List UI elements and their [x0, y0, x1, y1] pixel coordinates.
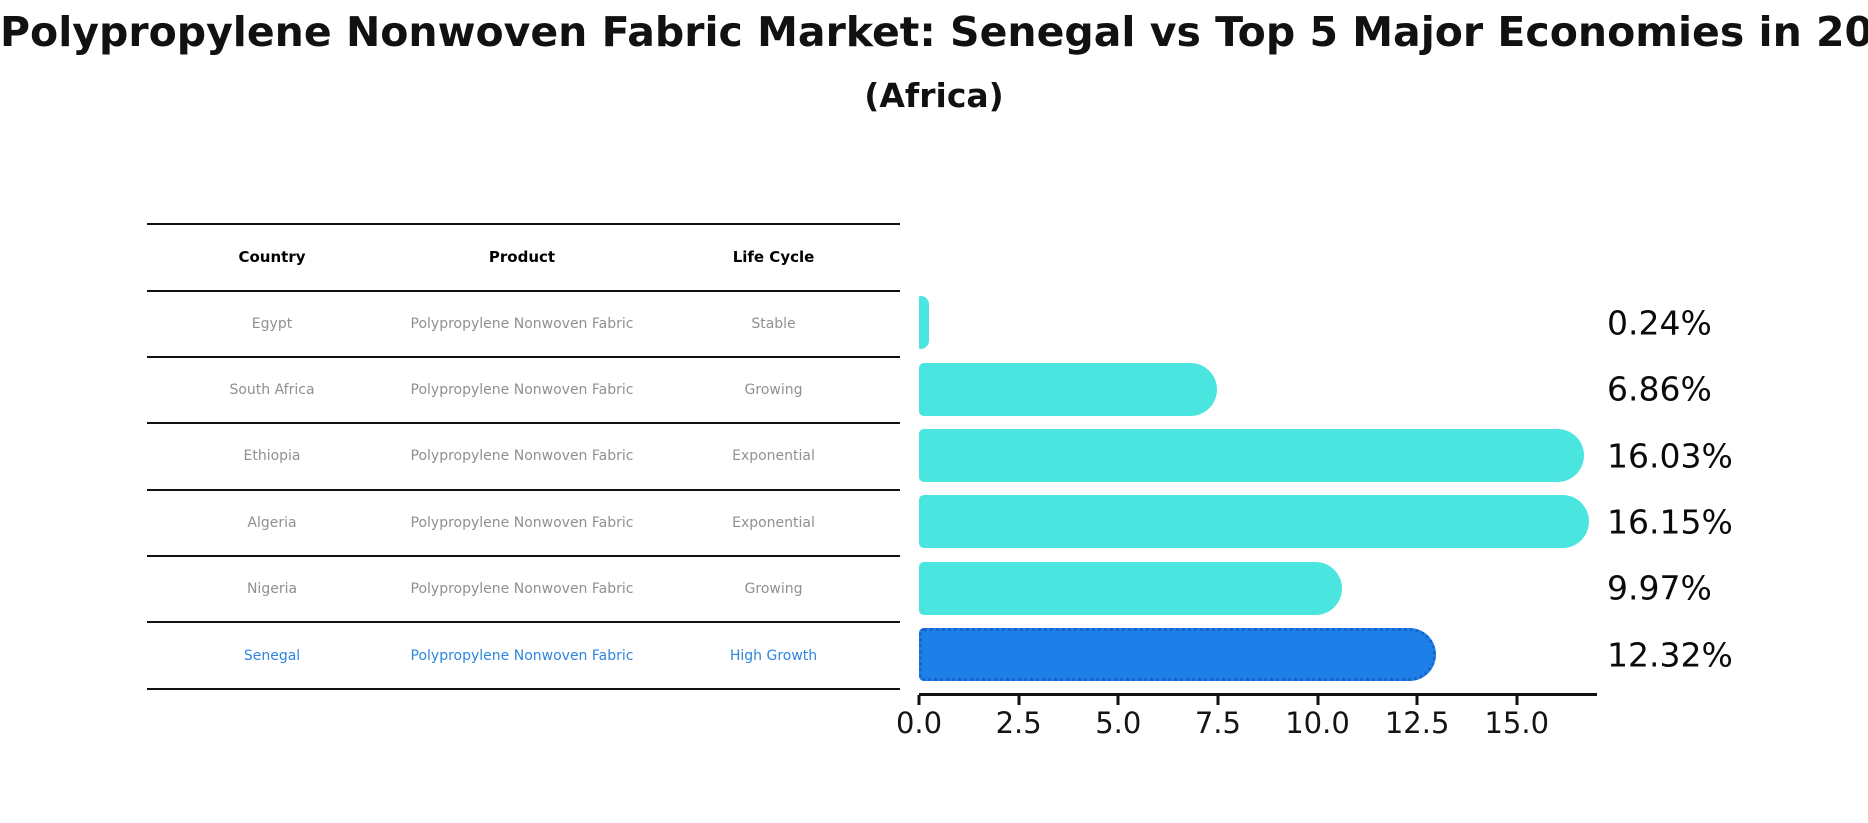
- x-tick-label: 0.0: [895, 706, 943, 740]
- table-row: Nigeria Polypropylene Nonwoven Fabric Gr…: [147, 557, 900, 624]
- x-axis-tick: [917, 695, 921, 705]
- country-cell: South Africa: [229, 382, 315, 399]
- lifecycle-cell: High Growth: [729, 647, 818, 664]
- bar-nigeria: [919, 561, 1342, 615]
- bar-senegal: [919, 628, 1436, 682]
- value-label: 6.86%: [1607, 369, 1712, 409]
- x-tick-label: 5.0: [1095, 706, 1142, 740]
- value-label: 0.24%: [1607, 303, 1712, 343]
- lifecycle-cell: Exponential: [732, 514, 815, 531]
- x-axis-tick: [1316, 695, 1319, 705]
- value-label: 12.32%: [1607, 635, 1733, 675]
- country-cell: Ethiopia: [243, 448, 301, 465]
- page-title: Polypropylene Nonwoven Fabric Market: Se…: [0, 8, 1868, 56]
- table-header-lifecycle: Life Cycle: [732, 248, 815, 267]
- x-axis-tick: [1515, 695, 1519, 705]
- table-row: Algeria Polypropylene Nonwoven Fabric Ex…: [147, 491, 900, 558]
- value-label: 16.03%: [1607, 436, 1733, 475]
- x-tick-label: 12.5: [1384, 706, 1450, 740]
- bar-egypt: [919, 296, 929, 350]
- lifecycle-cell: Growing: [744, 581, 803, 598]
- country-cell: Algeria: [247, 514, 297, 531]
- table-row: South Africa Polypropylene Nonwoven Fabr…: [147, 358, 900, 425]
- country-cell: Egypt: [251, 315, 293, 332]
- table-row-senegal: Senegal Polypropylene Nonwoven Fabric Hi…: [147, 623, 900, 690]
- table-header-product: Product: [488, 248, 556, 267]
- bar-south-africa: [919, 362, 1218, 416]
- x-axis-tick: [1017, 695, 1021, 705]
- product-cell: Polypropylene Nonwoven Fabric: [410, 448, 634, 465]
- bar-algeria: [919, 495, 1589, 549]
- market-table: Country Product Life Cycle Egypt Polypro…: [147, 223, 900, 690]
- table-row: Egypt Polypropylene Nonwoven Fabric Stab…: [147, 292, 900, 358]
- value-label: 9.97%: [1607, 568, 1712, 608]
- table-header-country: Country: [238, 248, 306, 267]
- country-cell: Nigeria: [246, 581, 298, 598]
- table-header-row: Country Product Life Cycle: [147, 225, 900, 292]
- x-axis-tick: [1415, 695, 1419, 705]
- product-cell: Polypropylene Nonwoven Fabric: [410, 514, 634, 531]
- product-cell: Polypropylene Nonwoven Fabric: [410, 581, 634, 598]
- x-axis-tick: [1116, 695, 1120, 705]
- lifecycle-cell: Stable: [751, 315, 796, 332]
- x-axis-tick: [1216, 695, 1220, 705]
- value-label: 16.15%: [1607, 502, 1733, 542]
- country-cell: Senegal: [243, 647, 301, 664]
- x-tick-label: 10.0: [1285, 706, 1350, 740]
- product-cell: Polypropylene Nonwoven Fabric: [410, 647, 634, 664]
- product-cell: Polypropylene Nonwoven Fabric: [410, 382, 634, 399]
- x-tick-label: 15.0: [1484, 706, 1550, 740]
- bar-ethiopia: [919, 429, 1585, 482]
- product-cell: Polypropylene Nonwoven Fabric: [410, 315, 634, 332]
- x-tick-label: 7.5: [1194, 706, 1241, 740]
- x-tick-label: 2.5: [995, 706, 1042, 740]
- x-axis: [919, 693, 1597, 696]
- page-subtitle: (Africa): [864, 76, 1004, 115]
- lifecycle-cell: Exponential: [732, 448, 815, 465]
- lifecycle-cell: Growing: [744, 382, 803, 399]
- table-row: Ethiopia Polypropylene Nonwoven Fabric E…: [147, 424, 900, 491]
